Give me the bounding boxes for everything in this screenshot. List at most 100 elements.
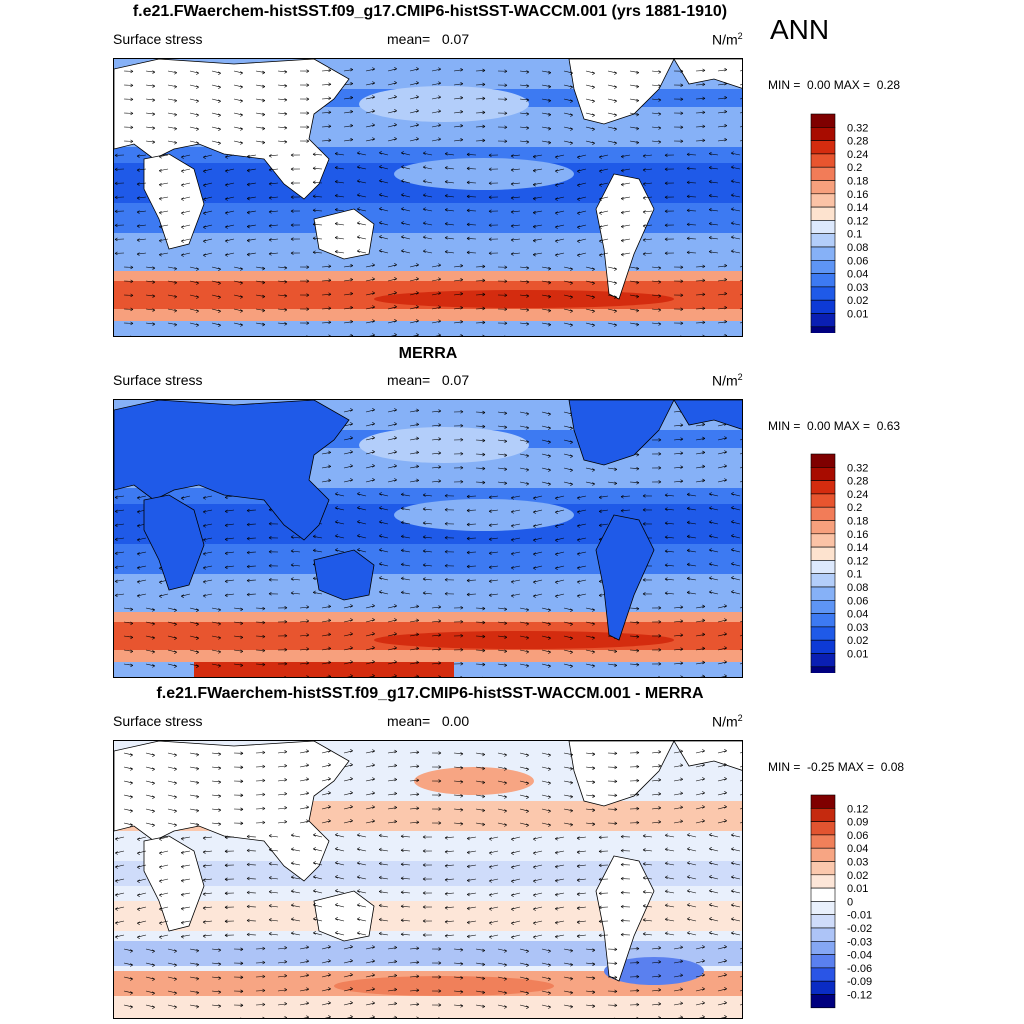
- wind-arrow: [343, 820, 353, 824]
- wind-arrow: [343, 83, 353, 86]
- colorbar-label: 0.24: [847, 149, 868, 161]
- wind-arrow-head: [291, 847, 294, 851]
- wind-arrow: [607, 663, 617, 666]
- wind-arrow: [621, 196, 631, 199]
- colorbar-box: [810, 941, 836, 955]
- wind-arrow: [401, 508, 411, 511]
- wind-arrow: [475, 808, 485, 811]
- wind-arrow-head: [504, 125, 508, 130]
- wind-arrow: [418, 1017, 419, 1018]
- colorbar-boxes: [810, 113, 836, 333]
- wind-arrow-head: [196, 281, 199, 285]
- wind-arrow-head: [306, 83, 310, 87]
- wind-arrow-head: [460, 479, 464, 484]
- wind-arrow: [585, 112, 595, 116]
- wind-arrow: [695, 466, 705, 469]
- wind-arrow: [145, 621, 155, 625]
- wind-arrow: [409, 751, 419, 754]
- wind-arrow-head: [379, 520, 382, 524]
- wind-arrow: [115, 864, 125, 868]
- wind-arrow: [453, 125, 463, 128]
- wind-arrow-head: [548, 823, 551, 827]
- wind-arrow: [466, 182, 477, 184]
- wind-arrow: [651, 989, 661, 992]
- wind-arrow-head: [203, 211, 206, 215]
- wind-arrow: [435, 334, 441, 336]
- wind-arrow-head: [240, 765, 244, 770]
- wind-arrow: [739, 1004, 742, 1006]
- wind-arrow-head: [284, 662, 288, 666]
- wind-arrow: [115, 906, 125, 910]
- colorbar-label: 0.04: [847, 843, 868, 855]
- wind-arrow-head: [482, 306, 486, 311]
- wind-arrow-head: [702, 604, 706, 609]
- wind-arrow-head: [114, 181, 118, 186]
- wind-arrow-head: [350, 319, 354, 324]
- wind-arrow: [225, 551, 235, 554]
- wind-arrow: [247, 210, 257, 213]
- wind-arrow-head: [526, 636, 529, 640]
- wind-arrow-head: [489, 865, 492, 869]
- wind-arrow-head: [489, 935, 492, 939]
- wind-arrow: [717, 806, 727, 810]
- wind-arrow: [167, 308, 177, 312]
- wind-arrow-head: [202, 836, 206, 840]
- wind-arrow-head: [401, 151, 404, 155]
- wind-arrow-head: [218, 948, 222, 952]
- wind-arrow: [519, 84, 529, 87]
- wind-arrow-head: [592, 962, 596, 966]
- wind-arrow: [695, 974, 705, 978]
- wind-arrow: [709, 167, 719, 170]
- wind-arrow-head: [488, 153, 492, 158]
- wind-arrow: [709, 918, 719, 922]
- wind-arrow-head: [731, 193, 734, 197]
- wind-arrow: [357, 549, 367, 553]
- wind-arrow-head: [731, 861, 734, 865]
- wind-arrow-head: [488, 167, 492, 172]
- wind-arrow: [365, 946, 375, 950]
- wind-arrow: [511, 182, 521, 185]
- wind-arrow-head: [686, 506, 690, 511]
- wind-arrow-head: [328, 464, 332, 469]
- wind-arrow: [563, 70, 573, 74]
- wind-arrow-head: [664, 507, 668, 511]
- wind-arrow-head: [225, 239, 228, 243]
- wind-arrow: [709, 876, 719, 880]
- wind-arrow-head: [196, 650, 199, 654]
- stress-band: [394, 158, 574, 190]
- wind-arrow-head: [181, 920, 184, 925]
- panel-3-title: f.e21.FWaerchem-histSST.f09_g17.CMIP6-hi…: [156, 685, 704, 702]
- wind-arrow: [306, 676, 309, 677]
- wind-arrow-head: [372, 660, 375, 664]
- wind-arrow-head: [313, 861, 316, 865]
- wind-arrow-head: [130, 265, 134, 270]
- wind-arrow-head: [137, 524, 140, 528]
- wind-arrow-head: [240, 793, 244, 798]
- wind-arrow-head: [246, 224, 250, 229]
- wind-arrow: [541, 70, 551, 73]
- wind-arrow-head: [152, 98, 156, 102]
- wind-arrow: [687, 550, 697, 553]
- wind-arrow-head: [511, 879, 514, 883]
- wind-arrow-head: [306, 647, 310, 651]
- wind-arrow: [203, 878, 213, 881]
- wind-arrow-head: [680, 437, 684, 441]
- wind-arrow-head: [350, 660, 353, 664]
- wind-arrow-head: [570, 454, 573, 458]
- diff-band: [114, 901, 742, 931]
- wind-arrow-head: [357, 221, 360, 225]
- wind-arrow-head: [196, 309, 199, 313]
- wind-arrow-head: [548, 949, 551, 953]
- wind-arrow: [343, 451, 353, 455]
- wind-arrow: [343, 960, 353, 964]
- wind-arrow: [203, 495, 213, 499]
- wind-arrow-head: [422, 535, 426, 539]
- wind-arrow-head: [152, 636, 155, 640]
- wind-arrow-head: [246, 238, 250, 243]
- wind-arrow-head: [444, 235, 448, 240]
- wind-arrow: [519, 411, 529, 415]
- wind-arrow-head: [379, 179, 382, 183]
- wind-arrow: [599, 238, 609, 242]
- wind-arrow: [167, 780, 177, 784]
- wind-arrow: [475, 962, 485, 965]
